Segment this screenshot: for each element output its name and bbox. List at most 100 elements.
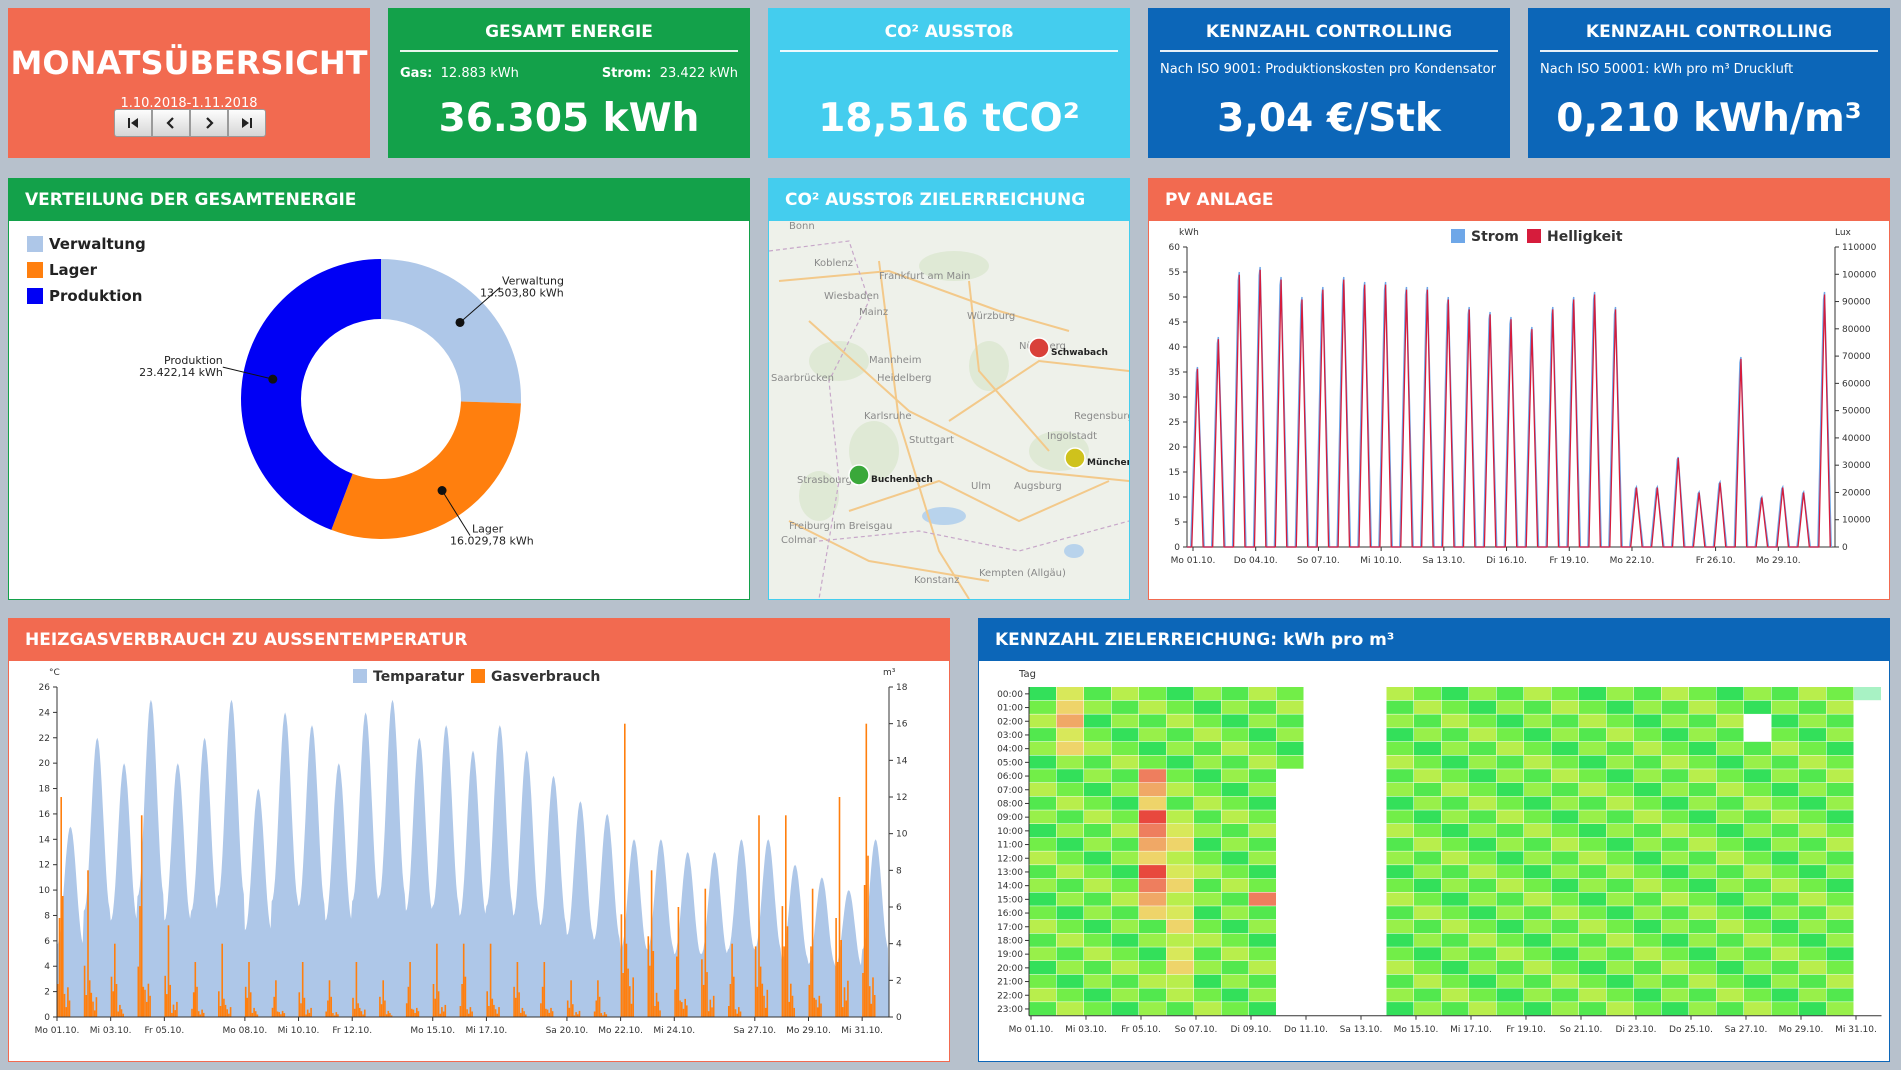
heatmap-cell — [1524, 700, 1551, 714]
heatmap-cell — [1221, 851, 1249, 865]
heatmap-cell — [1799, 728, 1826, 742]
heatmap-cell — [1029, 892, 1056, 906]
slice-value-label: 13.503,80 kWh — [480, 286, 564, 299]
heatmap-cell — [1056, 728, 1084, 742]
heatmap-cell — [1084, 755, 1111, 769]
next-page-icon[interactable] — [190, 109, 228, 137]
gas-bar — [598, 996, 601, 1017]
heatmap-cell — [1139, 810, 1166, 824]
heatmap-cell — [1634, 988, 1661, 1002]
heatmap-cell — [1414, 892, 1441, 906]
heatmap-cell — [1414, 700, 1441, 714]
heatmap-cell — [1524, 824, 1551, 838]
heatmap-cell — [1084, 974, 1111, 988]
panel-title: KENNZAHL ZIELERREICHUNG: kWh pro m³ — [979, 619, 1889, 661]
tile-kennzahl-iso9001: KENNZAHL CONTROLLING Nach ISO 9001: Prod… — [1148, 8, 1510, 158]
heatmap-cell — [1056, 961, 1084, 975]
legend-swatch — [1527, 229, 1541, 243]
heatmap-cell — [1111, 892, 1139, 906]
heatmap-cell — [1771, 741, 1799, 755]
legend-item[interactable]: Produktion — [27, 287, 146, 305]
gas-bar — [649, 965, 651, 1017]
y-tick-label: 12 — [39, 861, 50, 871]
heatmap-cell — [1221, 782, 1249, 797]
y-tick-label: 0 — [44, 1013, 50, 1023]
heatmap-cell — [1744, 824, 1771, 838]
heatmap-cell — [1441, 741, 1469, 755]
heatmap-cell — [1414, 919, 1441, 934]
heatmap-cell — [1111, 919, 1139, 934]
heatmap-cell — [1579, 796, 1606, 810]
heatmap-cell — [1551, 851, 1579, 865]
y-tick-label: 20 — [1169, 443, 1181, 453]
heatmap-cell — [1661, 837, 1689, 851]
gas-bar — [837, 962, 839, 1017]
heatmap-cell — [1084, 851, 1111, 865]
heatmap-cell — [1441, 782, 1469, 797]
heatmap-cell — [1111, 769, 1139, 783]
heatmap-cell — [1221, 700, 1249, 714]
heatmap-cell — [1606, 796, 1634, 810]
map-road — [808, 320, 1129, 482]
heatmap-cell — [1221, 796, 1249, 810]
legend-item[interactable]: Verwaltung — [27, 235, 146, 253]
heatmap-cell — [1029, 837, 1056, 851]
gas-bar — [863, 885, 866, 1017]
map-marker-icon — [848, 464, 870, 486]
y-tick-label: 24 — [39, 708, 51, 718]
heatmap-cell — [1661, 974, 1689, 988]
donut-slice-verwaltung — [381, 259, 521, 404]
heatmap-cell — [1524, 810, 1551, 824]
gas-bar — [273, 996, 275, 1017]
heatmap-cell — [1221, 919, 1249, 934]
map-border — [818, 520, 1129, 552]
gas-bar — [364, 1009, 366, 1017]
heatmap-cell — [1029, 961, 1056, 975]
heatmap-cell — [1551, 714, 1579, 728]
heatmap-cell — [1139, 687, 1166, 701]
heatmap-cell — [1056, 878, 1084, 892]
gas-bar — [437, 991, 440, 1017]
heatmap-cell — [1606, 851, 1634, 865]
heatmap-cell — [1029, 851, 1056, 865]
gas-bar — [442, 1011, 445, 1017]
donut-slice-lager — [331, 401, 521, 539]
heatmap-cell — [1084, 687, 1111, 701]
heatmap-cell — [1441, 865, 1469, 879]
heatmap-cell — [1496, 782, 1524, 797]
y-axis-unit: °C — [49, 668, 60, 678]
heatmap-cell — [1166, 851, 1194, 865]
heatmap-cell — [1441, 796, 1469, 810]
heatmap-cell — [1441, 824, 1469, 838]
first-page-icon[interactable] — [114, 109, 152, 137]
heatmap-cell — [1469, 1002, 1496, 1016]
gas-bar — [310, 1007, 312, 1017]
tile-value: 18,516 tCO² — [818, 96, 1080, 141]
gas-bar — [788, 1001, 790, 1017]
heatmap-cell — [1111, 810, 1139, 824]
gas-bar — [176, 1001, 178, 1017]
heatmap-cell — [1661, 878, 1689, 892]
previous-page-icon[interactable] — [152, 109, 190, 137]
heatmap-cell — [1139, 892, 1166, 906]
heatmap-cell — [1029, 865, 1056, 879]
gas-bar — [570, 980, 572, 1017]
heatmap-cell — [1084, 933, 1111, 947]
heatmap-cell — [1771, 988, 1799, 1002]
gas-bar — [332, 1013, 334, 1017]
heatmap-cell — [1056, 714, 1084, 728]
heatmap-cell — [1634, 892, 1661, 906]
last-page-icon[interactable] — [228, 109, 266, 137]
x-tick-label: Sa 13.10. — [1422, 556, 1465, 566]
heatmap-cell — [1716, 741, 1744, 755]
heatmap-cell — [1661, 824, 1689, 838]
heatmap-cell — [1414, 988, 1441, 1002]
x-tick-label: Mi 17.10. — [1450, 1025, 1492, 1035]
legend-item[interactable]: Lager — [27, 261, 146, 279]
heatmap-cell — [1606, 1002, 1634, 1016]
heatmap-cell — [1139, 851, 1166, 865]
gas-bar — [701, 959, 703, 1018]
heatmap-cell — [1799, 700, 1826, 714]
